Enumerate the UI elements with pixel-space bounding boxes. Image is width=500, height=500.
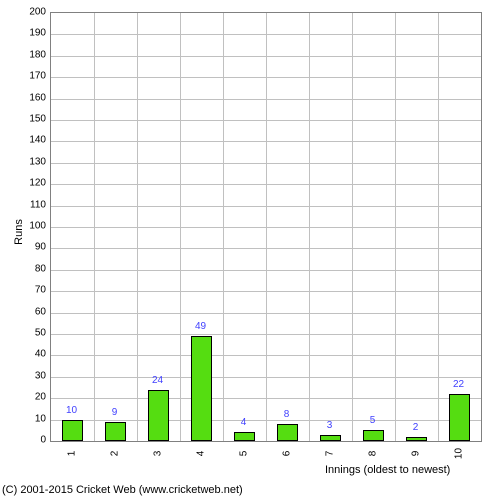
ytick-label: 160 — [29, 92, 46, 103]
bar — [148, 390, 170, 441]
gridline-vertical — [223, 13, 224, 441]
bar-value-label: 5 — [370, 415, 376, 426]
gridline-vertical — [94, 13, 95, 441]
gridline-vertical — [137, 13, 138, 441]
xtick-label: 5 — [238, 451, 249, 457]
gridline-vertical — [438, 13, 439, 441]
ytick-label: 180 — [29, 49, 46, 60]
bar — [191, 336, 213, 441]
bar-value-label: 2 — [413, 422, 419, 433]
x-axis-label: Innings (oldest to newest) — [325, 464, 450, 476]
ytick-label: 200 — [29, 7, 46, 18]
bar — [234, 432, 256, 441]
bar-value-label: 24 — [152, 375, 163, 386]
gridline-vertical — [352, 13, 353, 441]
bar — [363, 430, 385, 441]
xtick-label: 3 — [152, 451, 163, 457]
bar — [406, 437, 428, 441]
ytick-label: 10 — [35, 413, 46, 424]
xtick-label: 2 — [109, 451, 120, 457]
ytick-label: 190 — [29, 28, 46, 39]
gridline-vertical — [266, 13, 267, 441]
xtick-label: 1 — [66, 451, 77, 457]
ytick-label: 130 — [29, 156, 46, 167]
ytick-label: 40 — [35, 349, 46, 360]
ytick-label: 170 — [29, 71, 46, 82]
ytick-label: 120 — [29, 178, 46, 189]
xtick-label: 6 — [281, 451, 292, 457]
ytick-label: 20 — [35, 392, 46, 403]
ytick-label: 150 — [29, 114, 46, 125]
bar-value-label: 22 — [453, 379, 464, 390]
ytick-label: 70 — [35, 285, 46, 296]
y-axis-label: Runs — [13, 219, 25, 245]
bar-value-label: 10 — [66, 405, 77, 416]
ytick-label: 60 — [35, 306, 46, 317]
bar-value-label: 3 — [327, 420, 333, 431]
xtick-label: 9 — [410, 451, 421, 457]
bar — [105, 422, 127, 441]
bar — [62, 420, 84, 441]
gridline-vertical — [395, 13, 396, 441]
chart-container: 0102030405060708090100110120130140150160… — [0, 0, 500, 500]
ytick-label: 140 — [29, 135, 46, 146]
ytick-label: 90 — [35, 242, 46, 253]
xtick-label: 7 — [324, 451, 335, 457]
gridline-vertical — [309, 13, 310, 441]
bar-value-label: 9 — [112, 407, 118, 418]
ytick-label: 80 — [35, 263, 46, 274]
gridline-vertical — [180, 13, 181, 441]
ytick-label: 0 — [40, 435, 46, 446]
xtick-label: 8 — [367, 451, 378, 457]
bar — [449, 394, 471, 441]
bar-value-label: 4 — [241, 417, 247, 428]
ytick-label: 100 — [29, 221, 46, 232]
ytick-label: 50 — [35, 328, 46, 339]
bar-value-label: 8 — [284, 409, 290, 420]
copyright-text: (C) 2001-2015 Cricket Web (www.cricketwe… — [2, 484, 243, 496]
ytick-label: 110 — [30, 199, 46, 210]
ytick-label: 30 — [35, 370, 46, 381]
xtick-label: 4 — [195, 451, 206, 457]
bar-value-label: 49 — [195, 321, 206, 332]
xtick-label: 10 — [453, 448, 464, 459]
bar — [320, 435, 342, 441]
bar — [277, 424, 299, 441]
plot-area — [50, 12, 482, 442]
